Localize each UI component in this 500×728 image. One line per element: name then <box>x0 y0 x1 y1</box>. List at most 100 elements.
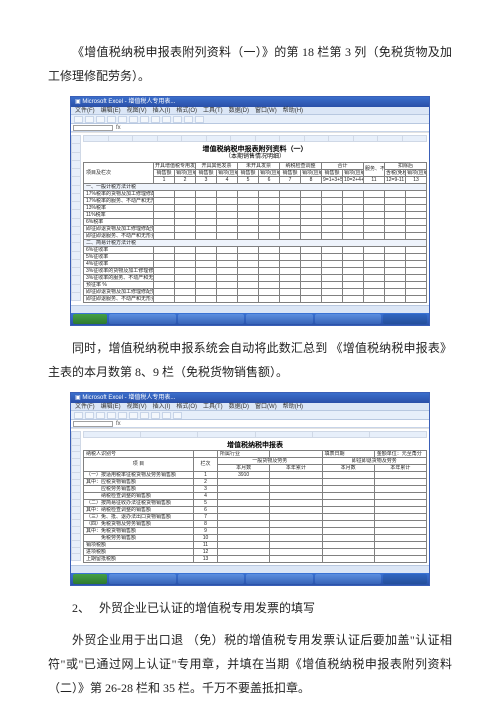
form1-cell[interactable] <box>238 191 259 198</box>
row-headers[interactable] <box>71 135 81 301</box>
formula-bar[interactable]: fx <box>71 420 429 428</box>
form1-cell[interactable] <box>238 289 259 296</box>
form2-cell[interactable] <box>270 486 322 493</box>
form2-cell[interactable] <box>322 493 374 500</box>
form1-cell[interactable] <box>343 219 364 226</box>
excel-grid[interactable]: 增值税纳税申报表 纳税人识别号所属行业填表日期金额单位：元至角分 项 目栏次一般… <box>71 428 429 565</box>
form1-cell[interactable] <box>175 233 196 240</box>
toolbar-button[interactable] <box>74 412 83 419</box>
form1-cell[interactable] <box>322 289 343 296</box>
form1-cell[interactable] <box>217 275 238 282</box>
form1-cell[interactable] <box>301 296 322 303</box>
toolbar-button[interactable] <box>107 116 116 123</box>
form1-cell[interactable] <box>175 261 196 268</box>
form1-cell[interactable] <box>154 219 175 226</box>
form1-cell[interactable] <box>196 198 217 205</box>
form1-cell[interactable] <box>406 198 427 205</box>
toolbar-button[interactable] <box>129 412 138 419</box>
form2-cell[interactable] <box>374 535 426 542</box>
form1-cell[interactable] <box>238 219 259 226</box>
form2-cell[interactable] <box>374 556 426 563</box>
toolbar-button[interactable] <box>162 116 171 123</box>
form1-cell[interactable] <box>196 205 217 212</box>
form1-cell[interactable] <box>343 198 364 205</box>
form1-cell[interactable] <box>322 233 343 240</box>
form1-cell[interactable] <box>364 254 385 261</box>
form1-cell[interactable] <box>280 247 301 254</box>
form2-cell[interactable] <box>218 486 270 493</box>
form1-cell[interactable] <box>406 289 427 296</box>
form2-cell[interactable] <box>218 500 270 507</box>
form2-cell[interactable] <box>322 556 374 563</box>
form1-cell[interactable] <box>217 254 238 261</box>
form2-cell[interactable] <box>218 535 270 542</box>
form1-cell[interactable] <box>343 282 364 289</box>
form1-cell[interactable] <box>364 205 385 212</box>
toolbar-button[interactable] <box>85 116 94 123</box>
system-tray[interactable] <box>383 314 427 324</box>
form1-cell[interactable] <box>154 205 175 212</box>
form1-cell[interactable] <box>154 212 175 219</box>
form2-cell[interactable] <box>270 493 322 500</box>
form1-cell[interactable] <box>154 275 175 282</box>
form1-cell[interactable] <box>196 212 217 219</box>
form1-cell[interactable] <box>154 198 175 205</box>
toolbar-button[interactable] <box>129 116 138 123</box>
toolbar-button[interactable] <box>162 412 171 419</box>
form1-cell[interactable] <box>175 296 196 303</box>
form1-cell[interactable] <box>217 296 238 303</box>
form1-cell[interactable] <box>385 226 406 233</box>
form1-cell[interactable] <box>406 191 427 198</box>
formula-bar[interactable]: fx <box>71 124 429 132</box>
menu-tools[interactable]: 工具(T) <box>203 108 223 114</box>
menu-file[interactable]: 文件(F) <box>75 404 95 410</box>
form1-cell[interactable] <box>259 212 280 219</box>
form1-cell[interactable] <box>217 261 238 268</box>
form1-cell[interactable] <box>217 205 238 212</box>
form1-cell[interactable] <box>385 198 406 205</box>
form2-cell[interactable] <box>322 500 374 507</box>
menu-window[interactable]: 窗口(W) <box>255 108 277 114</box>
form1-cell[interactable] <box>196 254 217 261</box>
form1-cell[interactable] <box>196 226 217 233</box>
form2-cell[interactable] <box>218 556 270 563</box>
windows-taskbar[interactable] <box>71 573 429 585</box>
form1-cell[interactable] <box>364 212 385 219</box>
name-box[interactable] <box>73 421 113 427</box>
form1-cell[interactable] <box>280 275 301 282</box>
form1-cell[interactable] <box>196 282 217 289</box>
form1-cell[interactable] <box>322 212 343 219</box>
form2-cell[interactable] <box>270 507 322 514</box>
form1-cell[interactable] <box>322 219 343 226</box>
form1-cell[interactable] <box>175 198 196 205</box>
toolbar-button[interactable] <box>173 412 182 419</box>
form1-cell[interactable] <box>259 226 280 233</box>
menu-view[interactable]: 视图(V) <box>127 404 147 410</box>
form1-cell[interactable] <box>154 191 175 198</box>
form1-cell[interactable] <box>154 296 175 303</box>
form1-cell[interactable] <box>217 268 238 275</box>
form1-cell[interactable] <box>364 282 385 289</box>
form2-cell[interactable]: 3910 <box>218 472 270 479</box>
form1-cell[interactable] <box>406 219 427 226</box>
form1-cell[interactable] <box>280 254 301 261</box>
form1-cell[interactable] <box>154 233 175 240</box>
form1-cell[interactable] <box>175 191 196 198</box>
menu-format[interactable]: 格式(O) <box>176 108 197 114</box>
form2-cell[interactable] <box>374 542 426 549</box>
form1-cell[interactable] <box>322 247 343 254</box>
form1-cell[interactable] <box>385 247 406 254</box>
start-button[interactable] <box>73 574 107 584</box>
toolbar-button[interactable] <box>107 412 116 419</box>
form1-cell[interactable] <box>385 219 406 226</box>
form1-cell[interactable] <box>322 191 343 198</box>
form1-cell[interactable] <box>322 268 343 275</box>
form1-cell[interactable] <box>154 254 175 261</box>
form1-cell[interactable] <box>301 254 322 261</box>
form1-cell[interactable] <box>217 212 238 219</box>
excel-menubar[interactable]: 文件(F) 编辑(E) 视图(V) 插入(I) 格式(O) 工具(T) 数据(D… <box>71 403 429 411</box>
form1-cell[interactable] <box>343 205 364 212</box>
form1-cell[interactable] <box>280 226 301 233</box>
form1-cell[interactable] <box>259 219 280 226</box>
system-tray[interactable] <box>383 574 427 584</box>
